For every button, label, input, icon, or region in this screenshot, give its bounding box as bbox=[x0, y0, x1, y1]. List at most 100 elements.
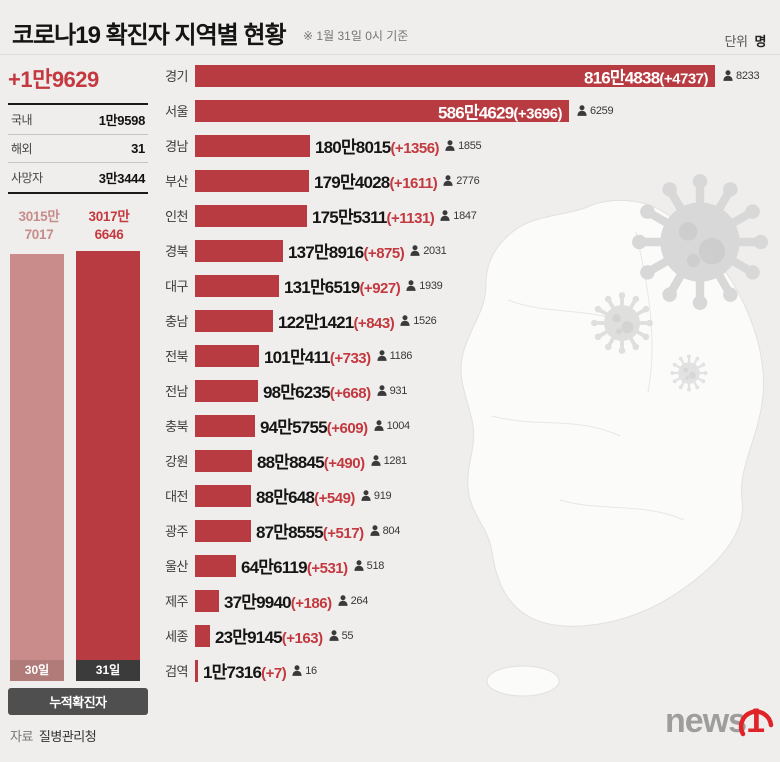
region-value: 94만5755(+609) bbox=[260, 413, 368, 438]
region-name: 세종 bbox=[165, 629, 188, 644]
region-bar-track: 88만648(+549) 919 bbox=[195, 483, 780, 508]
deaths-indicator: 518 bbox=[354, 560, 384, 572]
region-bar-track: 1만7316(+7) 16 bbox=[195, 659, 780, 682]
region-value: 179만4028(+1611) bbox=[314, 168, 438, 193]
region-deaths: 518 bbox=[366, 559, 385, 572]
region-value: 1만7316(+7) bbox=[203, 658, 287, 683]
region-delta: (+186) bbox=[290, 595, 332, 612]
region-deaths: 2776 bbox=[456, 174, 480, 187]
region-total: 23만9145 bbox=[215, 628, 283, 647]
region-row-세종: 세종 23만9145(+163) 55 bbox=[150, 618, 780, 653]
region-deaths: 1526 bbox=[413, 314, 437, 327]
cumulative-label-day30: 3015만 7017 bbox=[18, 209, 60, 242]
region-bar bbox=[195, 449, 252, 472]
region-row-검역: 검역 1만7316(+7) 16 bbox=[150, 653, 780, 688]
person-icon bbox=[370, 455, 381, 466]
region-bar bbox=[195, 204, 307, 227]
region-bar-track: 37만9940(+186) 264 bbox=[195, 589, 780, 612]
deaths-indicator: 1939 bbox=[406, 280, 443, 292]
deaths-indicator: 1281 bbox=[370, 455, 407, 467]
summary-panel: +1만9629 국내 1만9598 해외 31 사망자 3만3444 3015만… bbox=[8, 58, 148, 716]
region-row-울산: 울산 64만6119(+531) 518 bbox=[150, 548, 780, 583]
person-icon bbox=[577, 105, 587, 116]
region-annotations: 98만6235(+668) 931 bbox=[263, 380, 407, 402]
region-annotations: 137만8916(+875) 2031 bbox=[288, 240, 447, 262]
page-title: 코로나19 확진자 지역별 현황 bbox=[12, 22, 287, 49]
person-icon bbox=[400, 315, 410, 326]
cumulative-caption: 누적확진자 bbox=[8, 688, 148, 716]
region-row-대구: 대구 131만6519(+927) 1939 bbox=[150, 268, 780, 303]
person-icon bbox=[369, 525, 380, 536]
region-delta: (+531) bbox=[306, 560, 348, 577]
region-bar bbox=[195, 379, 258, 402]
region-value: 23만9145(+163) bbox=[215, 623, 323, 648]
region-value: 586만4629(+3696) bbox=[438, 98, 563, 123]
region-total: 122만1421 bbox=[278, 313, 354, 332]
region-name: 광주 bbox=[165, 524, 188, 539]
region-delta: (+490) bbox=[323, 455, 365, 472]
person-icon bbox=[440, 210, 450, 221]
region-bar-track: 175만5311(+1131) 1847 bbox=[195, 204, 780, 227]
region-name: 대구 bbox=[165, 279, 188, 294]
region-annotations: 131만6519(+927) 1939 bbox=[284, 275, 443, 297]
region-delta: (+4737) bbox=[659, 70, 708, 87]
region-bar bbox=[195, 589, 219, 612]
region-bar-chart: 경기 816만4838(+4737) 8233 서울 586만4629(+3696) 62… bbox=[150, 58, 780, 688]
region-annotations: 179만4028(+1611) 2776 bbox=[314, 170, 480, 192]
region-bar bbox=[195, 624, 210, 647]
region-deaths: 8233 bbox=[736, 69, 760, 82]
deaths-indicator: 919 bbox=[361, 490, 392, 502]
cumulative-bar-day31: 31일 bbox=[76, 251, 140, 682]
person-icon bbox=[410, 245, 420, 256]
deaths-indicator: 931 bbox=[376, 384, 408, 397]
region-bar bbox=[195, 169, 309, 192]
deaths-indicator: 804 bbox=[369, 525, 400, 537]
region-delta: (+668) bbox=[329, 385, 371, 402]
deaths-indicator: 8233 bbox=[723, 69, 760, 82]
region-delta: (+7) bbox=[261, 665, 287, 682]
summary-row-overseas: 해외 31 bbox=[8, 135, 148, 163]
region-annotations: 8233 bbox=[723, 65, 760, 87]
region-annotations: 101만411(+733) 1186 bbox=[264, 345, 412, 367]
region-name: 울산 bbox=[165, 559, 188, 574]
deaths-indicator: 1186 bbox=[377, 350, 412, 362]
deaths-indicator: 1847 bbox=[440, 210, 477, 222]
region-bar bbox=[195, 309, 273, 332]
region-total: 64만6119 bbox=[241, 558, 308, 577]
region-deaths: 1186 bbox=[389, 349, 413, 362]
summary-label: 사망자 bbox=[11, 171, 43, 185]
region-name: 제주 bbox=[165, 594, 188, 609]
summary-value: 3만3444 bbox=[98, 171, 146, 186]
person-icon bbox=[361, 490, 371, 501]
region-annotations: 1만7316(+7) 16 bbox=[203, 660, 317, 682]
region-delta: (+733) bbox=[329, 350, 371, 367]
region-row-서울: 서울 586만4629(+3696) 6259 bbox=[150, 93, 780, 128]
region-bar-track: 23만9145(+163) 55 bbox=[195, 623, 780, 648]
region-value: 131만6519(+927) bbox=[284, 273, 401, 298]
region-value: 37만9940(+186) bbox=[224, 588, 332, 613]
region-deaths: 931 bbox=[389, 384, 408, 397]
data-source: 자료 질병관리청 bbox=[10, 729, 97, 744]
region-deaths: 16 bbox=[305, 664, 317, 677]
region-name: 검역 bbox=[165, 664, 188, 679]
region-name: 전남 bbox=[165, 384, 188, 399]
region-row-광주: 광주 87만8555(+517) 804 bbox=[150, 513, 780, 548]
region-delta: (+927) bbox=[359, 280, 401, 297]
person-icon bbox=[373, 420, 384, 431]
person-icon bbox=[443, 175, 453, 186]
region-bar: 816만4838(+4737) bbox=[195, 64, 715, 87]
summary-box: 국내 1만9598 해외 31 사망자 3만3444 bbox=[8, 103, 148, 194]
region-total: 94만5755 bbox=[260, 418, 328, 437]
region-annotations: 37만9940(+186) 264 bbox=[224, 590, 368, 612]
deaths-indicator: 1526 bbox=[400, 314, 437, 327]
region-value: 137만8916(+875) bbox=[288, 238, 405, 263]
as-of-date: ※ 1월 31일 0시 기준 bbox=[303, 29, 409, 43]
person-icon bbox=[354, 560, 364, 571]
region-row-경북: 경북 137만8916(+875) 2031 bbox=[150, 233, 780, 268]
region-delta: (+843) bbox=[353, 315, 395, 332]
cumulative-label-day31: 3017만 6646 bbox=[88, 209, 130, 242]
region-value: 88만648(+549) bbox=[256, 483, 355, 508]
summary-row-domestic: 국내 1만9598 bbox=[8, 105, 148, 135]
region-annotations: 6259 bbox=[577, 100, 614, 122]
